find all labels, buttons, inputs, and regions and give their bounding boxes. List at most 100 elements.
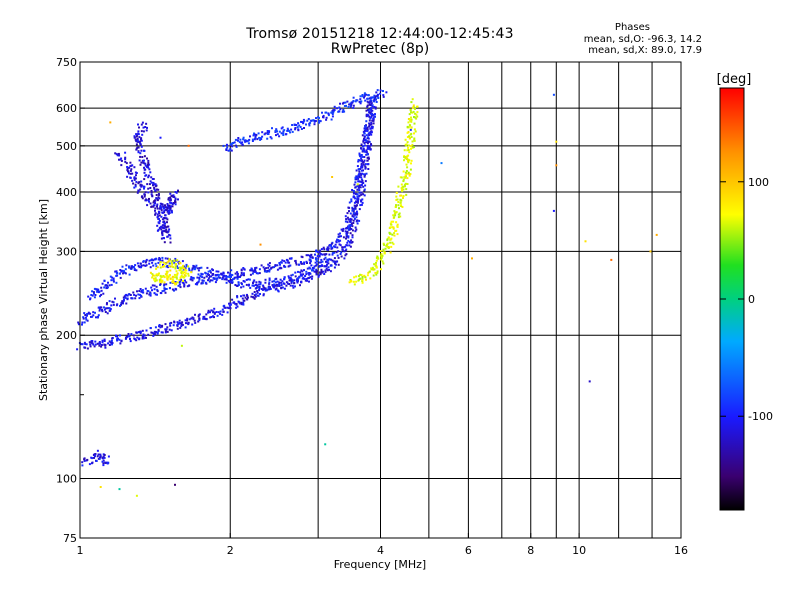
data-point	[362, 161, 365, 164]
data-point	[91, 462, 93, 465]
data-point	[135, 148, 138, 151]
data-point	[108, 307, 111, 310]
data-point	[254, 269, 257, 271]
data-point	[350, 200, 353, 203]
data-point	[363, 95, 366, 98]
data-point	[294, 275, 297, 278]
data-point	[320, 268, 323, 271]
data-point	[128, 335, 131, 338]
data-point	[90, 340, 93, 343]
data-point	[163, 211, 166, 214]
data-point	[407, 126, 410, 129]
data-point	[306, 279, 308, 282]
data-point	[238, 302, 241, 305]
data-point	[186, 319, 189, 322]
data-point	[253, 132, 255, 135]
data-point	[184, 269, 187, 272]
data-point	[122, 296, 125, 299]
data-point	[353, 212, 355, 215]
data-point	[331, 247, 334, 250]
data-point	[98, 344, 101, 347]
data-point	[371, 105, 374, 108]
data-point	[155, 194, 158, 196]
data-point	[166, 271, 169, 274]
data-point	[99, 453, 102, 456]
data-point	[129, 169, 132, 172]
stats-heading: Phases	[614, 22, 650, 33]
data-point	[266, 137, 269, 140]
data-point	[86, 458, 89, 461]
data-point	[297, 277, 300, 280]
data-point	[374, 113, 376, 116]
data-point	[285, 281, 288, 284]
data-point	[297, 122, 300, 125]
data-point	[268, 282, 271, 285]
data-point	[173, 282, 176, 284]
data-point	[91, 315, 94, 318]
data-point	[160, 331, 163, 334]
data-point	[405, 144, 408, 147]
data-point	[300, 274, 303, 277]
data-point	[151, 276, 154, 279]
data-point	[405, 163, 408, 166]
data-point	[222, 274, 225, 277]
data-point	[140, 294, 142, 297]
data-point	[176, 321, 179, 324]
data-point	[221, 308, 224, 311]
data-point	[94, 340, 97, 343]
data-point	[142, 260, 145, 263]
data-point	[287, 275, 290, 278]
data-point	[316, 250, 319, 253]
data-point	[110, 341, 113, 344]
data-point	[369, 148, 372, 151]
data-point	[262, 294, 265, 297]
data-point	[178, 266, 181, 269]
data-point	[276, 264, 279, 267]
y-tick-label: 750	[56, 56, 77, 69]
data-point	[149, 294, 152, 297]
data-point	[166, 330, 169, 333]
data-point	[183, 266, 186, 269]
data-point	[95, 316, 97, 319]
data-point	[147, 176, 150, 179]
data-point	[158, 257, 161, 259]
data-point	[172, 196, 175, 198]
data-point	[361, 276, 364, 278]
data-point	[229, 307, 232, 310]
data-point	[411, 146, 414, 149]
data-point	[88, 463, 91, 466]
data-point	[214, 281, 217, 284]
data-point	[149, 187, 152, 189]
data-point	[201, 273, 204, 276]
data-point	[236, 296, 239, 299]
data-point	[361, 198, 364, 201]
data-point	[154, 185, 157, 188]
data-point	[182, 264, 185, 267]
data-point	[395, 221, 398, 224]
data-point	[251, 269, 254, 272]
data-point	[137, 123, 139, 126]
data-point	[103, 308, 106, 311]
data-point	[416, 111, 419, 114]
data-point	[347, 225, 350, 228]
data-point	[288, 283, 291, 285]
data-point	[133, 186, 136, 189]
data-point	[206, 266, 209, 269]
data-point	[288, 261, 291, 264]
data-point	[182, 272, 184, 275]
data-point	[223, 306, 226, 309]
data-point	[283, 129, 286, 132]
data-point	[163, 276, 166, 279]
data-point	[346, 231, 349, 234]
data-point	[321, 111, 323, 114]
data-point	[196, 281, 199, 284]
data-point	[153, 201, 156, 204]
data-point	[363, 188, 366, 191]
data-point	[386, 242, 389, 245]
data-point	[344, 220, 347, 223]
data-point	[222, 271, 225, 274]
data-point	[81, 323, 83, 326]
data-point	[297, 129, 300, 132]
data-point	[135, 339, 138, 342]
data-point	[120, 159, 123, 162]
